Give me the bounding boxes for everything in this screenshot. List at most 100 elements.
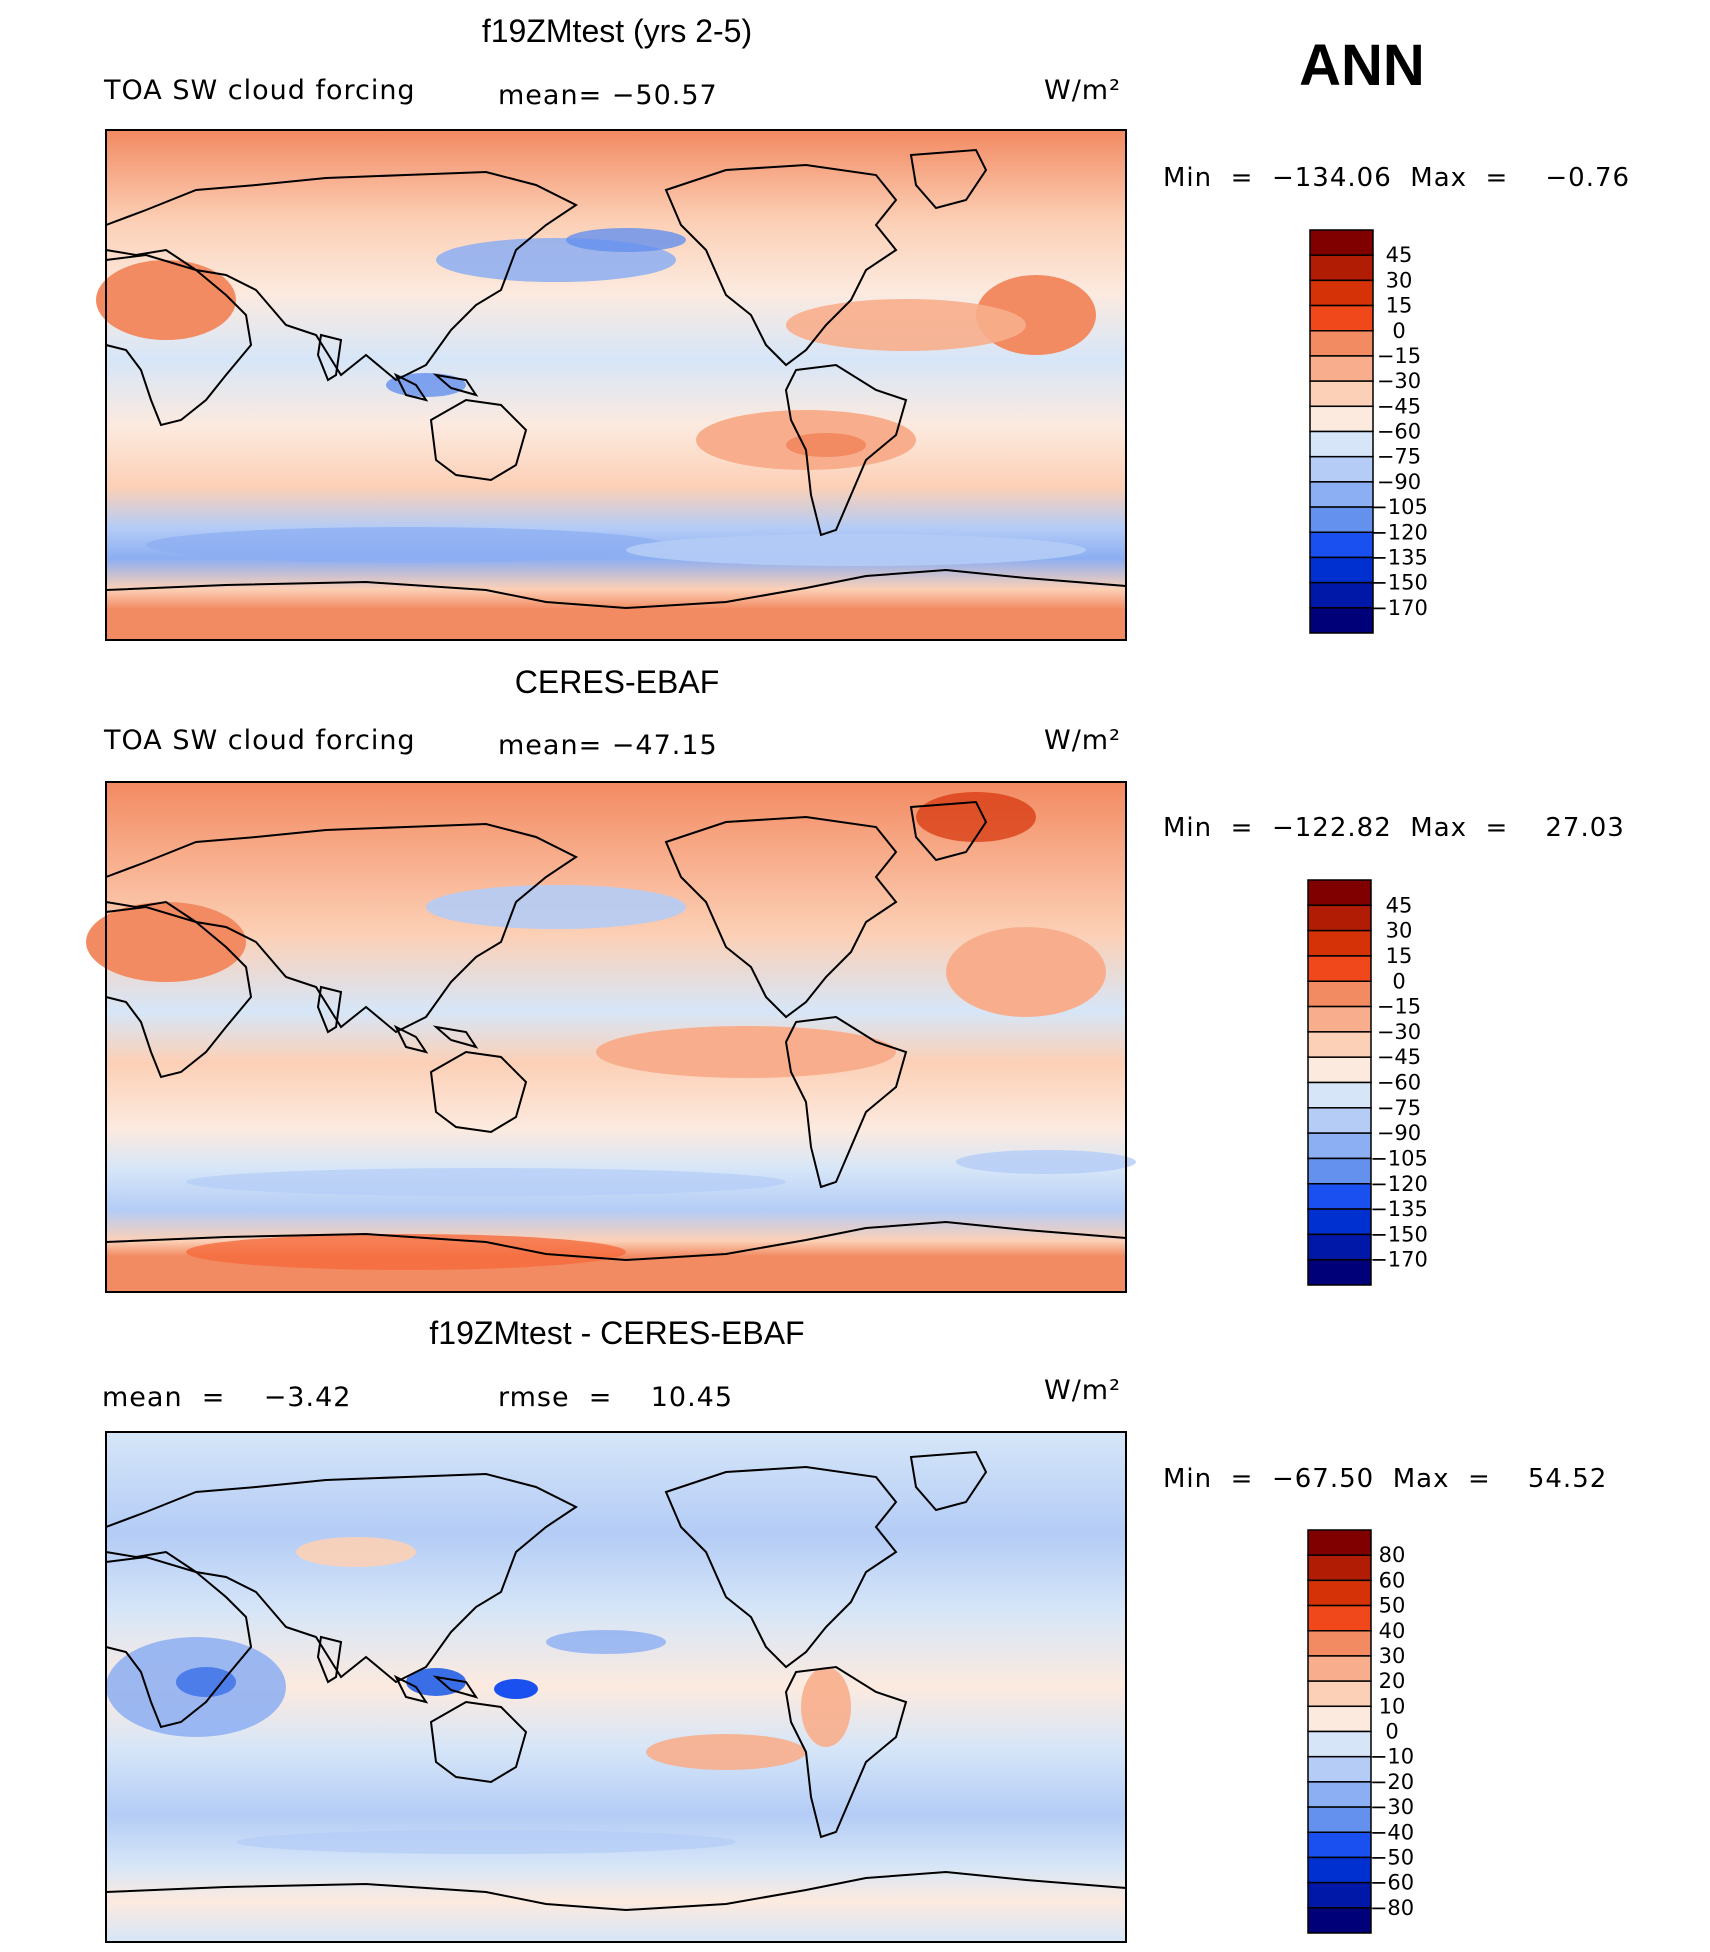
colorbar-tick-label: −60 <box>1370 1871 1414 1895</box>
colorbar-box <box>1307 1680 1372 1708</box>
colorbar-tick-label: −90 <box>1377 470 1421 494</box>
colorbar-tick-label: 0 <box>1392 969 1405 993</box>
panel-difference: f19ZMtest - CERES-EBAF mean = −3.42 rmse… <box>102 1315 1607 1943</box>
colorbar-tick-label: −30 <box>1370 1795 1414 1819</box>
panel-title: f19ZMtest - CERES-EBAF <box>429 1315 804 1351</box>
mean-label: mean = −3.42 <box>102 1382 351 1413</box>
colorbar-box <box>1307 980 1372 1008</box>
colorbar-box <box>1307 1579 1372 1607</box>
map-panel <box>96 129 1127 641</box>
colorbar-box <box>1307 1233 1372 1261</box>
map-panel <box>105 1431 1127 1943</box>
colorbar-box <box>1307 1056 1372 1084</box>
colorbar-box <box>1309 455 1374 483</box>
colorbar-tick-label: 30 <box>1386 268 1413 292</box>
mean-label: mean= −47.15 <box>498 730 718 761</box>
colorbar-box <box>1307 1705 1372 1733</box>
colorbar-tick-label: 30 <box>1386 919 1413 943</box>
colorbar-box <box>1307 1655 1372 1682</box>
colorbar-box <box>1309 607 1374 634</box>
panel-title: CERES-EBAF <box>515 664 719 700</box>
colorbar-box <box>1307 1604 1372 1632</box>
colorbar-box <box>1307 1132 1372 1160</box>
colorbar-tick-label: 15 <box>1386 294 1413 318</box>
colorbar-box <box>1307 1529 1372 1556</box>
colorbar-tick-label: −15 <box>1377 344 1421 368</box>
mean-label: mean= −50.57 <box>498 80 718 111</box>
colorbar-box <box>1307 1781 1372 1808</box>
rmse-label: rmse = 10.45 <box>498 1382 733 1413</box>
colorbar-box <box>1309 556 1374 584</box>
colorbar-tick-label: −90 <box>1377 1121 1421 1145</box>
colorbar-box <box>1307 1806 1372 1834</box>
colorbar-tick-label: −30 <box>1377 1020 1421 1044</box>
colorbar-tick-label: 0 <box>1385 1720 1398 1744</box>
colorbar-box <box>1307 1031 1372 1058</box>
season-title: ANN <box>1299 33 1425 98</box>
colorbar-tick-label: −120 <box>1370 1172 1428 1196</box>
colorbar-tick-label: 50 <box>1379 1594 1406 1618</box>
colorbar-box <box>1309 581 1374 609</box>
colorbar-box <box>1307 1208 1372 1236</box>
colorbar-box <box>1309 330 1374 357</box>
colorbar-tick-label: −20 <box>1370 1770 1414 1794</box>
colorbar-box <box>1309 506 1374 533</box>
colorbar-box <box>1307 1881 1372 1909</box>
colorbar-box <box>1307 1081 1372 1109</box>
colorbar-tick-label: −10 <box>1370 1745 1414 1769</box>
colorbar-tick-label: −80 <box>1370 1896 1414 1920</box>
colorbar-tick-label: 80 <box>1379 1543 1406 1567</box>
panel-title: f19ZMtest (yrs 2-5) <box>482 13 752 49</box>
colorbar-box <box>1307 929 1372 957</box>
colorbar-box <box>1307 1107 1372 1134</box>
units-label: W/m² <box>1044 725 1121 756</box>
colorbar-box <box>1309 229 1374 256</box>
colorbar-tick-label: 10 <box>1379 1694 1406 1718</box>
variable-label: TOA SW cloud forcing <box>103 75 416 106</box>
colorbar-tick-label: −75 <box>1377 1096 1421 1120</box>
colorbar-box <box>1307 955 1372 983</box>
colorbar-tick-label: −170 <box>1370 1248 1428 1272</box>
colorbar-box <box>1307 1630 1372 1657</box>
colorbar-box <box>1309 531 1374 559</box>
colorbar-box <box>1309 304 1374 332</box>
colorbar-tick-label: −150 <box>1370 1222 1428 1246</box>
colorbar-box <box>1309 430 1374 458</box>
colorbar-tick-label: −135 <box>1370 545 1428 569</box>
colorbar-box <box>1307 1554 1372 1582</box>
colorbar-tick-label: −150 <box>1370 571 1428 595</box>
colorbar-tick-label: 0 <box>1392 319 1405 343</box>
map-panel <box>86 781 1136 1293</box>
colorbar-tick-label: −105 <box>1370 495 1428 519</box>
colorbar: 4530150−15−30−45−60−75−90−105−120−135−15… <box>1307 879 1428 1286</box>
colorbar-tick-label: −30 <box>1377 369 1421 393</box>
colorbar-tick-label: −170 <box>1370 596 1428 620</box>
colorbar-tick-label: −50 <box>1370 1845 1414 1869</box>
colorbar-tick-label: −105 <box>1370 1146 1428 1170</box>
colorbar-box <box>1309 380 1374 408</box>
colorbar-tick-label: 60 <box>1379 1568 1406 1592</box>
min-max-label: Min = −67.50 Max = 54.52 <box>1163 1464 1607 1494</box>
colorbar-box <box>1309 254 1374 282</box>
units-label: W/m² <box>1044 75 1121 106</box>
colorbar-box <box>1309 405 1374 433</box>
colorbar-tick-label: 40 <box>1379 1619 1406 1643</box>
colorbar-box <box>1307 1183 1372 1210</box>
colorbar-box <box>1307 1157 1372 1185</box>
colorbar-tick-label: −60 <box>1377 420 1421 444</box>
min-max-label: Min = −134.06 Max = −0.76 <box>1163 163 1630 193</box>
variable-label: TOA SW cloud forcing <box>103 725 416 756</box>
panel-model: f19ZMtest (yrs 2-5) TOA SW cloud forcing… <box>96 13 1630 641</box>
colorbar-box <box>1307 879 1372 907</box>
colorbar-tick-label: −75 <box>1377 445 1421 469</box>
colorbar-tick-label: 15 <box>1386 944 1413 968</box>
colorbar-box <box>1307 1755 1372 1783</box>
units-label: W/m² <box>1044 1375 1121 1406</box>
colorbar-tick-label: −40 <box>1370 1820 1414 1844</box>
colorbar-box <box>1309 481 1374 508</box>
colorbar-tick-label: −45 <box>1377 394 1421 418</box>
min-max-label: Min = −122.82 Max = 27.03 <box>1163 813 1625 843</box>
colorbar-box <box>1307 1907 1372 1934</box>
